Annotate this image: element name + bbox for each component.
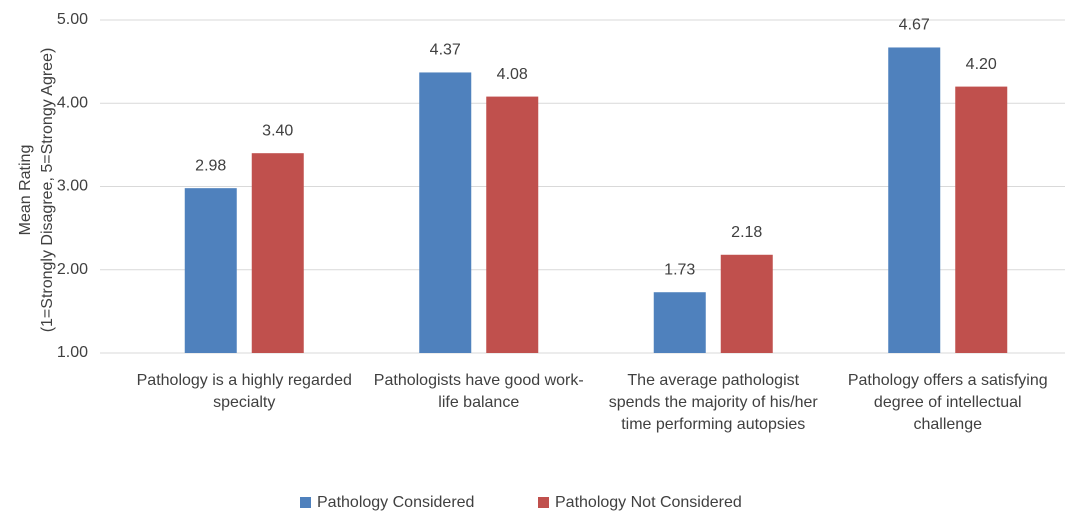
data-label: 2.18: [731, 224, 762, 241]
legend-label: Pathology Not Considered: [555, 494, 742, 511]
x-tick-label: Pathologists have good work-life balance: [373, 372, 584, 411]
y-axis-title: (1=Strongly Disagree, 5=Strongy Agree): [39, 48, 56, 333]
x-tick-label: Pathology is a highly regarded specialty: [136, 372, 352, 411]
bar: [251, 153, 304, 353]
bar: [955, 86, 1008, 353]
y-axis-title: Mean Rating: [17, 145, 34, 236]
y-tick-label: 5.00: [57, 11, 88, 28]
data-label: 4.20: [966, 56, 997, 73]
legend-label: Pathology Considered: [317, 494, 474, 511]
legend-swatch: [300, 497, 311, 508]
bar: [486, 96, 539, 353]
legend-swatch: [538, 497, 549, 508]
bar: [888, 47, 941, 353]
data-label: 4.67: [899, 17, 930, 34]
data-label: 1.73: [664, 261, 695, 278]
bar: [720, 254, 773, 353]
y-tick-label: 3.00: [57, 178, 88, 195]
bar: [653, 292, 706, 353]
y-tick-label: 2.00: [57, 261, 88, 278]
data-label: 2.98: [195, 157, 226, 174]
y-tick-label: 1.00: [57, 344, 88, 361]
x-tick-label: The average pathologist spends the major…: [608, 372, 818, 433]
data-label: 4.08: [497, 66, 528, 83]
data-label: 4.37: [430, 42, 461, 59]
y-tick-label: 4.00: [57, 94, 88, 111]
bar: [184, 188, 237, 353]
bar: [419, 72, 472, 353]
x-tick-label: Pathology offers a satisfying degree of …: [847, 372, 1048, 433]
data-label: 3.40: [262, 122, 293, 139]
